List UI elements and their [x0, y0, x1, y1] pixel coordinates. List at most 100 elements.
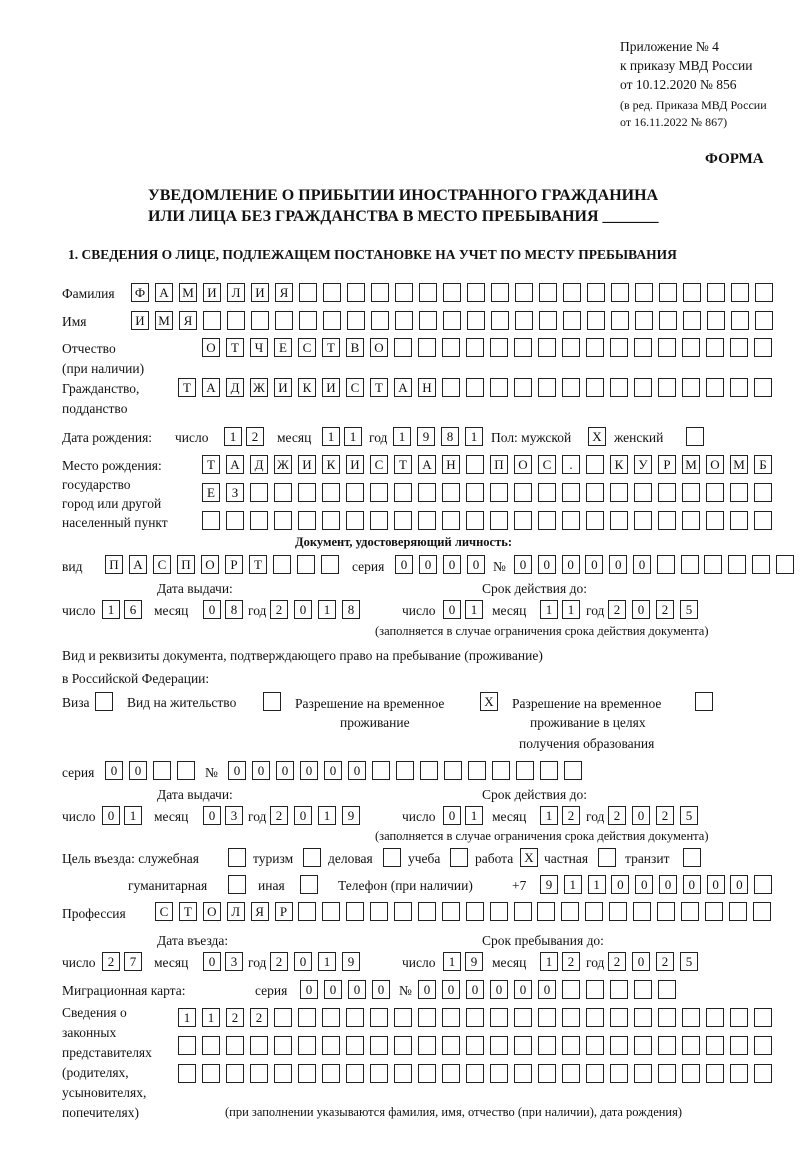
birth-day-cell[interactable]: 2 — [246, 427, 264, 446]
phone-cell[interactable]: 0 — [706, 875, 725, 894]
phone-cell[interactable]: 0 — [682, 875, 701, 894]
patronymic-cell[interactable] — [658, 338, 676, 357]
surname-cell[interactable]: И — [251, 283, 269, 302]
birthplace-row1-cell[interactable]: О — [514, 455, 532, 474]
reps-row1-cell[interactable] — [370, 1008, 388, 1027]
doc-dates-b-year-cell[interactable]: 0 — [632, 600, 650, 619]
doc-number-cell[interactable]: 0 — [514, 555, 532, 574]
surname-cell[interactable] — [395, 283, 413, 302]
citizenship-cell[interactable] — [610, 378, 628, 397]
birthplace-row1-cell[interactable]: Т — [394, 455, 412, 474]
reps-row3-cell[interactable] — [562, 1064, 580, 1083]
name-cell[interactable] — [467, 311, 485, 330]
stay-number-cell[interactable] — [492, 761, 510, 780]
birthplace-row3-cell[interactable] — [514, 511, 532, 530]
profession-cell[interactable]: Я — [250, 902, 269, 921]
sex-male-checkbox[interactable]: X — [588, 427, 606, 446]
name-cell[interactable] — [251, 311, 269, 330]
reps-row2-cell[interactable] — [490, 1036, 508, 1055]
reps-row1-cell[interactable] — [562, 1008, 580, 1027]
patronymic-cell[interactable] — [586, 338, 604, 357]
birthplace-row2-cell[interactable] — [538, 483, 556, 502]
name-cell[interactable] — [347, 311, 365, 330]
doc-series-cell[interactable]: 0 — [467, 555, 485, 574]
stay-dates-a-month-cell[interactable]: 0 — [203, 806, 221, 825]
stay-dates-b-year-cell[interactable]: 2 — [608, 806, 626, 825]
reps-row3-cell[interactable] — [634, 1064, 652, 1083]
reps-row3-cell[interactable] — [394, 1064, 412, 1083]
entry-dates-b-year-cell[interactable]: 0 — [632, 952, 650, 971]
citizenship-cell[interactable]: Н — [418, 378, 436, 397]
birthplace-row3-cell[interactable] — [538, 511, 556, 530]
surname-cell[interactable] — [515, 283, 533, 302]
stay-number-cell[interactable]: 0 — [324, 761, 342, 780]
patronymic-cell[interactable] — [562, 338, 580, 357]
birth-year-cell[interactable]: 1 — [393, 427, 411, 446]
doc-series-cell[interactable]: 0 — [395, 555, 413, 574]
birthplace-row1-cell[interactable]: Т — [202, 455, 220, 474]
birth-month-cell[interactable]: 1 — [322, 427, 340, 446]
profession-cell[interactable] — [513, 902, 532, 921]
name-cell[interactable]: Я — [179, 311, 197, 330]
profession-cell[interactable] — [417, 902, 436, 921]
profession-cell[interactable] — [346, 902, 365, 921]
reps-row1-cell[interactable] — [706, 1008, 724, 1027]
birthplace-row2-cell[interactable] — [586, 483, 604, 502]
reps-row3-cell[interactable] — [202, 1064, 220, 1083]
trpe-checkbox[interactable] — [695, 692, 713, 711]
phone-cell[interactable]: 9 — [540, 875, 558, 894]
birthplace-row2-cell[interactable]: З — [226, 483, 244, 502]
doc-dates-b-month-cell[interactable]: 1 — [562, 600, 580, 619]
reps-row2-cell[interactable] — [250, 1036, 268, 1055]
birthplace-row1-cell[interactable]: И — [346, 455, 364, 474]
mc-number-cell[interactable]: 0 — [418, 980, 436, 999]
reps-row2-cell[interactable] — [394, 1036, 412, 1055]
stay-dates-a-year-cell[interactable]: 1 — [318, 806, 336, 825]
surname-cell[interactable] — [323, 283, 341, 302]
birthplace-row3-cell[interactable] — [466, 511, 484, 530]
surname-cell[interactable] — [563, 283, 581, 302]
doc-series-cell[interactable]: 0 — [419, 555, 437, 574]
birthplace-row3-cell[interactable] — [658, 511, 676, 530]
reps-row3-cell[interactable] — [538, 1064, 556, 1083]
profession-cell[interactable] — [537, 902, 556, 921]
name-cell[interactable] — [659, 311, 677, 330]
name-cell[interactable] — [635, 311, 653, 330]
birthplace-row2-cell[interactable] — [682, 483, 700, 502]
birthplace-row3-cell[interactable] — [586, 511, 604, 530]
doc-number-cell[interactable] — [728, 555, 747, 574]
phone-cell[interactable] — [754, 875, 773, 894]
birthplace-row1-cell[interactable]: И — [298, 455, 316, 474]
citizenship-cell[interactable] — [514, 378, 532, 397]
doc-dates-a-year-cell[interactable]: 1 — [318, 600, 336, 619]
phone-cell[interactable]: 0 — [611, 875, 630, 894]
birthplace-row3-cell[interactable] — [322, 511, 340, 530]
entry-dates-b-year-cell[interactable]: 5 — [680, 952, 698, 971]
doc-dates-b-day-cell[interactable]: 1 — [465, 600, 483, 619]
citizenship-cell[interactable] — [586, 378, 604, 397]
surname-cell[interactable]: И — [203, 283, 221, 302]
reps-row1-cell[interactable]: 2 — [226, 1008, 244, 1027]
birthplace-row2-cell[interactable] — [274, 483, 292, 502]
profession-cell[interactable]: С — [155, 902, 173, 921]
reps-row3-cell[interactable] — [178, 1064, 196, 1083]
doc-number-cell[interactable] — [680, 555, 699, 574]
profession-cell[interactable] — [752, 902, 771, 921]
birthplace-row3-cell[interactable] — [370, 511, 388, 530]
reps-row1-cell[interactable] — [538, 1008, 556, 1027]
birthplace-row1-cell[interactable]: А — [226, 455, 244, 474]
reps-row3-cell[interactable] — [418, 1064, 436, 1083]
stay-dates-a-year-cell[interactable]: 9 — [342, 806, 360, 825]
birthplace-row1-cell[interactable]: М — [682, 455, 700, 474]
reps-row3-cell[interactable] — [610, 1064, 628, 1083]
doc-number-cell[interactable] — [752, 555, 770, 574]
doc-number-cell[interactable] — [775, 555, 794, 574]
birthplace-row3-cell[interactable] — [298, 511, 316, 530]
entry-dates-b-day-cell[interactable]: 9 — [465, 952, 483, 971]
reps-row1-cell[interactable]: 1 — [202, 1008, 220, 1027]
patronymic-cell[interactable] — [610, 338, 628, 357]
birthplace-row1-cell[interactable]: Д — [250, 455, 268, 474]
citizenship-cell[interactable] — [754, 378, 772, 397]
phone-cell[interactable]: 1 — [563, 875, 582, 894]
patronymic-cell[interactable] — [442, 338, 460, 357]
